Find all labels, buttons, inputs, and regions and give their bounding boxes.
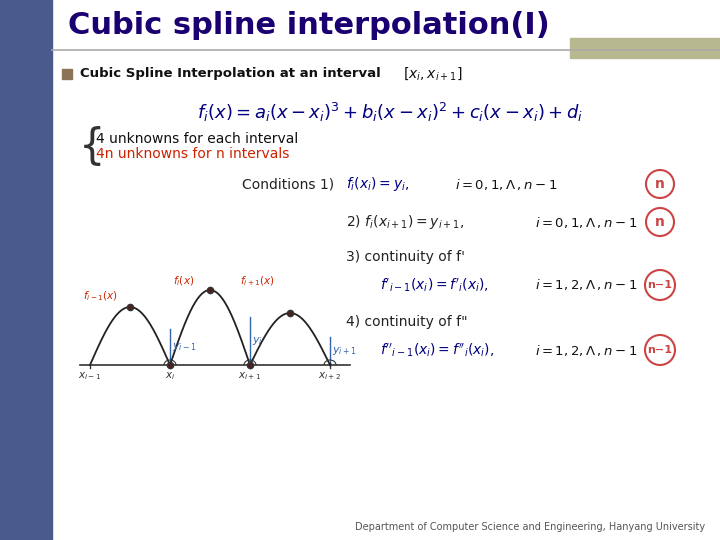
Text: 3) continuity of f': 3) continuity of f' — [346, 250, 465, 264]
Bar — [62, 69, 72, 79]
Text: $i = 0,1,\Lambda\, ,n-1$: $i = 0,1,\Lambda\, ,n-1$ — [535, 214, 637, 230]
Text: $y_i$: $y_i$ — [252, 335, 263, 347]
Text: Cubic Spline Interpolation at an interval: Cubic Spline Interpolation at an interva… — [80, 68, 381, 80]
Circle shape — [645, 335, 675, 365]
Text: $f_i(x)=a_i(x-x_i)^3+b_i(x-x_i)^2+c_i(x-x_i)+d_i$: $f_i(x)=a_i(x-x_i)^3+b_i(x-x_i)^2+c_i(x-… — [197, 100, 583, 124]
Bar — [0, 0, 52, 540]
Text: $i = 0,1,\Lambda\, ,n-1$: $i = 0,1,\Lambda\, ,n-1$ — [455, 177, 557, 192]
Text: $f_i(x)$: $f_i(x)$ — [173, 274, 194, 288]
Text: n−1: n−1 — [647, 345, 672, 355]
Text: $x_{i-1}$: $x_{i-1}$ — [78, 370, 102, 382]
Text: n−1: n−1 — [647, 280, 672, 290]
Text: $i = 1,2,\Lambda\, ,n-1$: $i = 1,2,\Lambda\, ,n-1$ — [535, 342, 637, 357]
Text: $x_{i+1}$: $x_{i+1}$ — [238, 370, 261, 382]
Text: $i = 1,2,\Lambda\, ,n-1$: $i = 1,2,\Lambda\, ,n-1$ — [535, 278, 637, 293]
Text: $f_i(x_i) = y_i,$: $f_i(x_i) = y_i,$ — [346, 175, 410, 193]
Text: $[x_i, x_{i+1}]$: $[x_i, x_{i+1}]$ — [403, 65, 462, 83]
Text: $f'_{i-1}(x_i) = f'_i(x_i),$: $f'_{i-1}(x_i) = f'_i(x_i),$ — [380, 276, 489, 294]
Text: $y_{i-1}$: $y_{i-1}$ — [172, 341, 197, 353]
Text: 4n unknowns for n intervals: 4n unknowns for n intervals — [96, 147, 289, 161]
Circle shape — [646, 170, 674, 198]
Text: n: n — [655, 177, 665, 191]
Circle shape — [646, 208, 674, 236]
Circle shape — [645, 270, 675, 300]
Text: $f_{i-1}(x)$: $f_{i-1}(x)$ — [83, 289, 118, 303]
Text: $y_{i+1}$: $y_{i+1}$ — [332, 345, 357, 357]
Text: $f''_{i-1}(x_i) = f''_i(x_i),$: $f''_{i-1}(x_i) = f''_i(x_i),$ — [380, 341, 495, 359]
Bar — [570, 38, 720, 58]
Text: $\{$: $\{$ — [78, 124, 102, 168]
Text: n: n — [655, 215, 665, 229]
Text: 2) $f_i(x_{i+1}) = y_{i+1},$: 2) $f_i(x_{i+1}) = y_{i+1},$ — [346, 213, 464, 231]
Text: $x_i$: $x_i$ — [165, 370, 175, 382]
Text: Cubic spline interpolation(I): Cubic spline interpolation(I) — [68, 11, 550, 40]
Text: 4) continuity of f": 4) continuity of f" — [346, 315, 467, 329]
Text: 4 unknowns for each interval: 4 unknowns for each interval — [96, 132, 298, 146]
Text: Conditions 1): Conditions 1) — [242, 177, 334, 191]
Text: $f_{i+1}(x)$: $f_{i+1}(x)$ — [240, 274, 275, 288]
Text: $x_{i+2}$: $x_{i+2}$ — [318, 370, 341, 382]
Text: Department of Computer Science and Engineering, Hanyang University: Department of Computer Science and Engin… — [355, 522, 705, 532]
